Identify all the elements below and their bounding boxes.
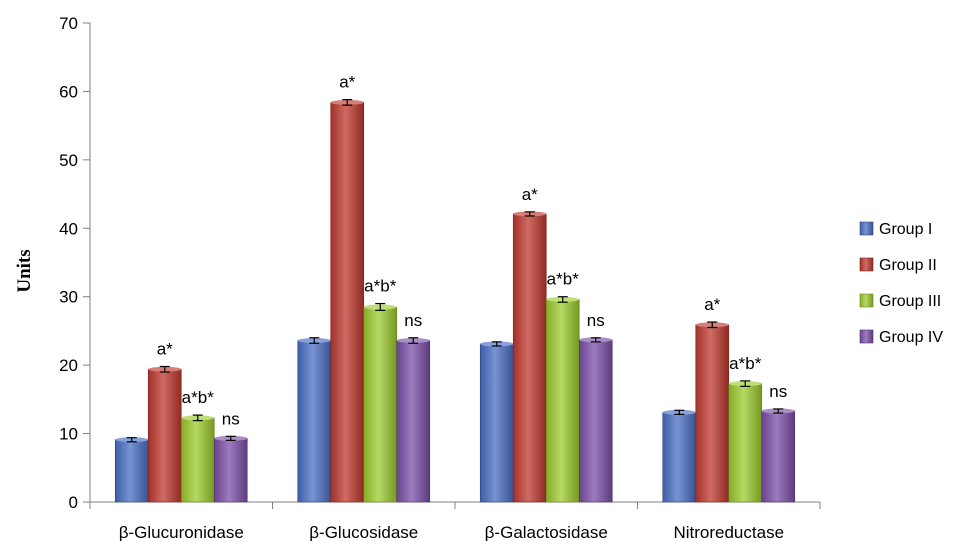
legend-label: Group IV bbox=[879, 329, 943, 346]
bar-group-ii bbox=[147, 368, 182, 503]
bar-group-i bbox=[114, 439, 149, 503]
y-tick-label: 60 bbox=[59, 82, 78, 101]
significance-label: ns bbox=[404, 311, 422, 330]
category-label: β-Galactosidase bbox=[485, 523, 608, 541]
significance-label: a*b* bbox=[364, 277, 397, 296]
bar-group-ii bbox=[330, 102, 365, 503]
bar-group-iv bbox=[213, 438, 248, 503]
y-axis-label: Units bbox=[14, 249, 35, 292]
y-tick-label: 20 bbox=[59, 356, 78, 375]
significance-label: a*b* bbox=[182, 388, 215, 407]
legend-label: Group II bbox=[879, 257, 937, 274]
legend-label: Group I bbox=[879, 221, 932, 238]
bar-group-i bbox=[297, 340, 332, 503]
bar-group-i bbox=[662, 412, 697, 503]
legend-swatch bbox=[859, 257, 874, 272]
bar-group-ii bbox=[695, 324, 730, 503]
bar-group-iv bbox=[396, 340, 431, 503]
bar-group-iii bbox=[728, 383, 763, 503]
significance-label: ns bbox=[587, 311, 605, 330]
y-tick-label: 0 bbox=[69, 493, 78, 512]
significance-label: a*b* bbox=[547, 270, 580, 289]
category-label: β-Glucosidase bbox=[309, 523, 418, 541]
significance-label: ns bbox=[769, 382, 787, 401]
significance-label: ns bbox=[222, 409, 240, 428]
bars bbox=[114, 99, 796, 503]
axes: 0 10 20 30 40 50 60 70 β-Glucuronidase β-Glucosid… bbox=[59, 14, 821, 541]
bar-group-iv bbox=[578, 339, 613, 503]
bar-group-iii bbox=[363, 306, 398, 503]
significance-label: a* bbox=[522, 185, 538, 204]
significance-label: a*b* bbox=[729, 354, 762, 373]
significance-label: a* bbox=[704, 295, 720, 314]
significance-label: a* bbox=[339, 73, 355, 92]
category-label: β-Glucuronidase bbox=[119, 523, 244, 541]
y-tick-label: 10 bbox=[59, 425, 78, 444]
significance-label: a* bbox=[157, 340, 173, 359]
bar-group-iv bbox=[761, 410, 796, 503]
legend-label: Group III bbox=[879, 293, 941, 310]
y-tick-label: 50 bbox=[59, 151, 78, 170]
legend: Group I Group II Group III Group IV bbox=[859, 221, 943, 346]
annotations: a* a*b* ns a* a*b* ns a* a*b* ns a* a*b* ns bbox=[157, 73, 788, 429]
bar-group-i bbox=[479, 343, 514, 503]
y-tick-label: 30 bbox=[59, 288, 78, 307]
y-tick-label: 70 bbox=[59, 14, 78, 33]
bar-group-iii bbox=[545, 299, 580, 503]
legend-swatch bbox=[859, 329, 874, 344]
legend-swatch bbox=[859, 293, 874, 308]
bar-group-iii bbox=[180, 417, 215, 503]
y-tick-label: 40 bbox=[59, 219, 78, 238]
legend-swatch bbox=[859, 221, 874, 236]
category-label: Nitroreductase bbox=[673, 523, 784, 541]
bar-group-ii bbox=[512, 213, 547, 503]
